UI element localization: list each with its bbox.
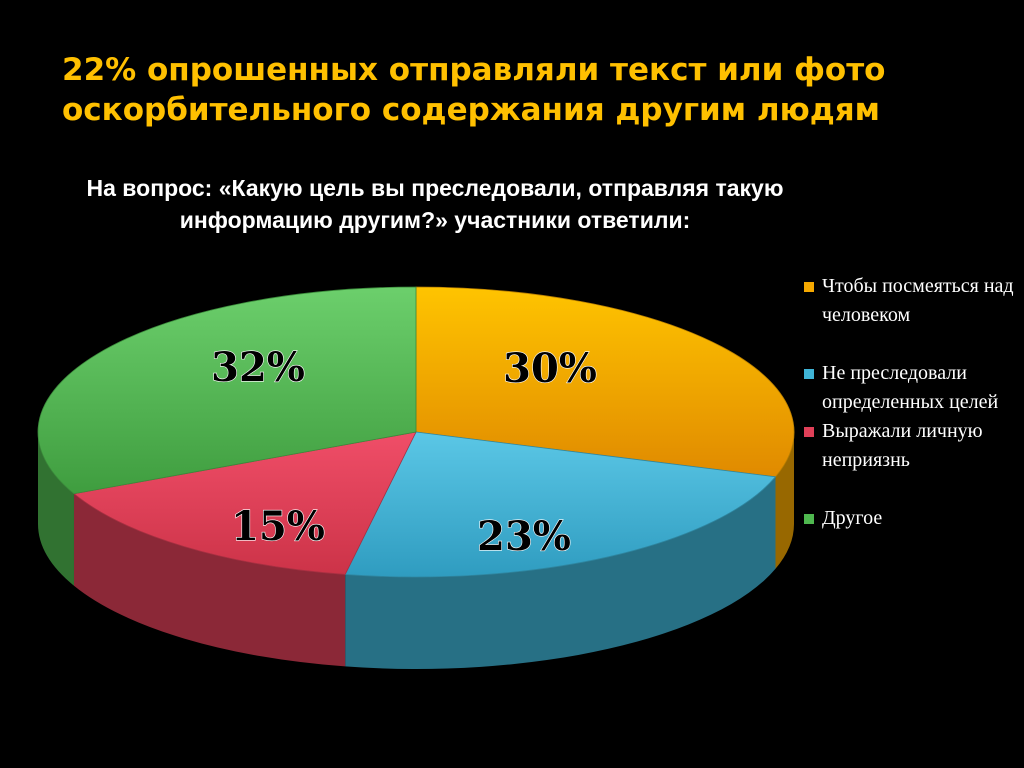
pie-slice-label: 23%	[477, 513, 571, 560]
pie-slice	[73, 431, 417, 575]
legend-swatch	[804, 369, 814, 379]
pie-slice-side	[73, 493, 346, 667]
slide-headline: 22% опрошенных отправляли текст или фото…	[62, 52, 886, 128]
legend-item: Другое	[804, 504, 1019, 533]
legend-label: Другое	[822, 507, 883, 529]
pie-slice-side	[775, 432, 794, 569]
pie-slice	[37, 286, 417, 495]
legend-label: Выражали личную неприязнь	[822, 420, 983, 471]
pie-slice-side	[38, 432, 74, 586]
legend-label: Чтобы посмеяться над человеком	[822, 275, 1014, 326]
pie-slice-label: 32%	[211, 344, 305, 391]
legend-swatch	[804, 282, 814, 292]
pie-slice-label: 15%	[231, 503, 325, 550]
legend-swatch	[804, 514, 814, 524]
legend-label: Не преследовали определенных целей	[822, 362, 999, 413]
pie-slice-side	[345, 476, 776, 669]
pie-slice-label: 30%	[503, 345, 597, 392]
question-text: На вопрос: «Какую цель вы преследовали, …	[86, 175, 784, 233]
legend: Чтобы посмеяться над человеком Не пресле…	[804, 272, 1019, 533]
legend-swatch	[804, 427, 814, 437]
pie-slice	[415, 286, 795, 478]
legend-item: Чтобы посмеяться над человеком	[804, 272, 1019, 330]
legend-item: Не преследовали определенных целей	[804, 359, 1019, 417]
pie-slice	[344, 431, 777, 578]
legend-item: Выражали личную неприязнь	[804, 417, 1019, 475]
